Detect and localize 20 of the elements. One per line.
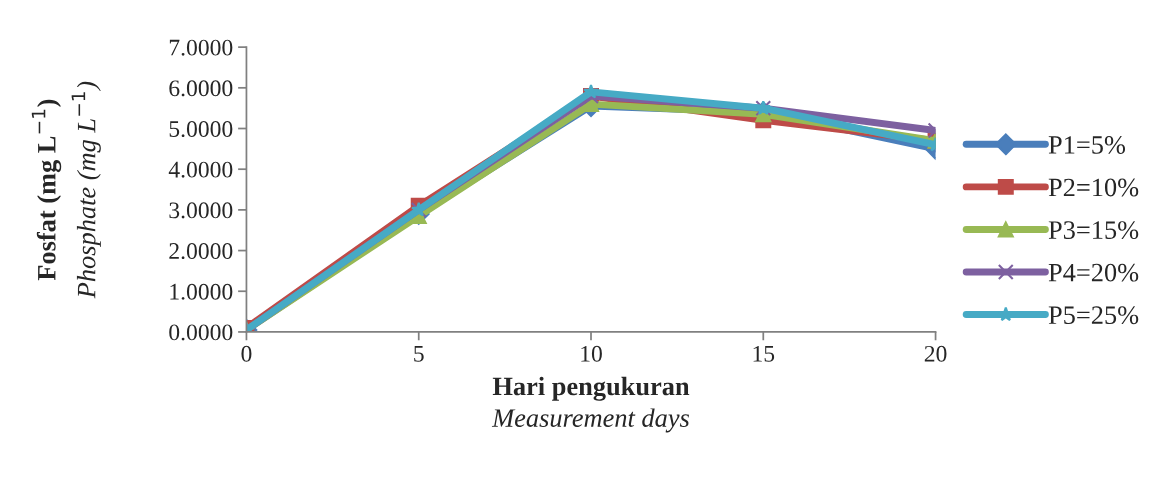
legend-label: P5=25%: [1048, 306, 1139, 325]
legend-label: P4=20%: [1048, 263, 1139, 282]
x-tick-label: 20: [924, 345, 947, 362]
legend-label: P1=5%: [1048, 136, 1126, 154]
x-tick-label: 5: [414, 346, 424, 362]
x-tick-label: 10: [581, 345, 602, 362]
x-tick-label: 15: [753, 345, 775, 362]
y-tick-label: 7.0000: [169, 39, 233, 56]
legend-label: P2=10%: [1048, 178, 1139, 197]
y-tick-label: 6.0000: [169, 80, 233, 97]
legend-label: P3=15%: [1048, 221, 1139, 240]
y-axis-title: Fosfat (mg L$^{−1}$) Phosphate (mg L$^{−1}$): [31, 81, 101, 299]
y-tick-label: 4.0000: [168, 161, 233, 178]
y-tick-label: 2.0000: [169, 243, 233, 260]
y-tick-label: 1.0000: [170, 283, 233, 300]
x-tick-label: 0: [241, 345, 252, 362]
y-tick-label: 0.0000: [169, 324, 233, 341]
x-axis-title: Hari pengukuran Measurement days: [491, 376, 690, 433]
y-tick-label: 5.0000: [169, 121, 233, 138]
y-tick-label: 3.0000: [169, 202, 233, 219]
